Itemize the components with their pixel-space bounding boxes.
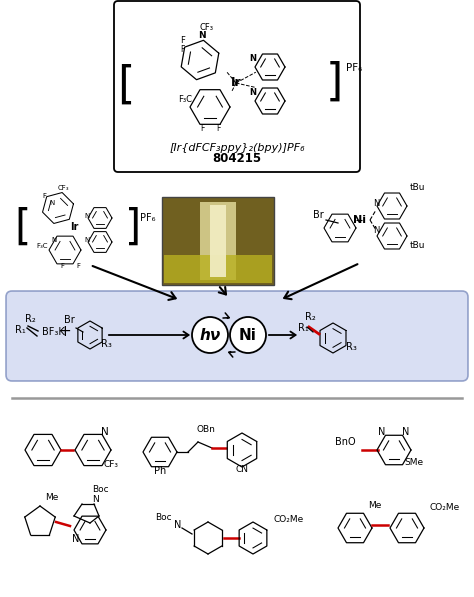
Text: N: N [92,495,100,504]
Text: N: N [373,199,379,208]
Text: F: F [216,124,220,133]
Text: F: F [42,193,46,199]
Text: R₁: R₁ [15,325,26,335]
Text: N: N [378,427,386,437]
Text: N: N [198,31,206,40]
Text: tBu: tBu [410,241,426,250]
Text: CF₃: CF₃ [200,23,214,32]
Text: Ph: Ph [154,466,166,476]
Bar [210,205,226,277]
Text: R₂: R₂ [305,312,315,322]
Text: N: N [49,200,55,206]
FancyBboxPatch shape [6,291,468,381]
Text: Boc: Boc [91,485,109,494]
Text: R₃: R₃ [100,339,111,349]
Text: N: N [73,534,80,544]
Text: Ni: Ni [354,215,366,225]
Text: CF₃: CF₃ [103,460,118,469]
Text: N: N [249,54,256,63]
Text: CO₂Me: CO₂Me [274,515,304,524]
Text: Boc: Boc [155,513,171,522]
Text: tBu: tBu [410,183,426,192]
Text: F₃C: F₃C [178,95,192,104]
Text: CF₃: CF₃ [57,185,69,191]
Circle shape [230,317,266,353]
Text: BnO: BnO [335,437,356,447]
Text: SMe: SMe [404,458,424,467]
Text: R₃: R₃ [346,342,356,352]
Text: N: N [402,427,410,437]
Text: N: N [249,88,256,97]
Text: Me: Me [368,501,382,510]
Text: Ni: Ni [239,328,257,343]
Text: F₃C: F₃C [36,243,48,249]
Text: [: [ [15,207,31,249]
Text: Ir: Ir [231,76,241,90]
Bar [162,197,274,285]
Text: F: F [180,45,184,54]
Text: Me: Me [46,493,59,502]
Bar [200,202,236,280]
Text: Br: Br [313,210,323,220]
Text: F: F [200,124,204,133]
Text: Ir: Ir [70,222,78,232]
Text: N: N [84,213,90,219]
Text: N: N [51,237,56,243]
Text: CO₂Me: CO₂Me [430,503,460,512]
Text: hν: hν [200,328,220,343]
Text: ]: ] [325,60,343,103]
Circle shape [192,317,228,353]
Text: PF₆: PF₆ [140,213,155,223]
Text: N: N [101,427,109,437]
Text: F: F [181,36,185,45]
Text: BF₃K: BF₃K [42,327,65,337]
Text: N: N [373,226,379,235]
Text: Br: Br [64,315,74,325]
Text: ]: ] [125,207,141,249]
Text: N: N [174,520,182,530]
Text: N: N [84,237,90,243]
Text: [: [ [117,63,135,106]
Text: F: F [60,263,64,269]
Text: PF₆: PF₆ [346,63,362,73]
Text: +: + [59,325,72,340]
Text: [Ir{dFCF₃ppy}₂(bpy)]PF₆: [Ir{dFCF₃ppy}₂(bpy)]PF₆ [169,143,305,153]
Text: F: F [76,263,80,269]
Text: R₁: R₁ [298,323,309,333]
Text: OBn: OBn [197,425,216,434]
FancyBboxPatch shape [114,1,360,172]
Text: 804215: 804215 [212,152,262,165]
Text: CN: CN [236,465,248,474]
Bar [164,255,272,283]
Text: R₂: R₂ [25,314,36,324]
